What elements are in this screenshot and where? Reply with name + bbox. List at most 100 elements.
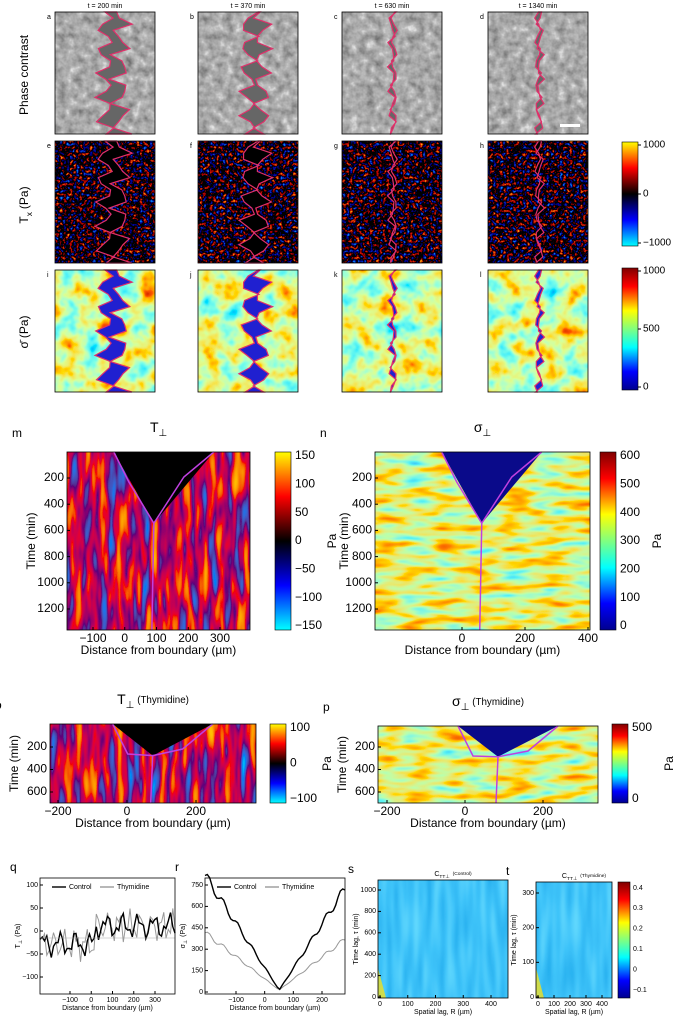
colorbar-label: 100 <box>620 590 640 604</box>
colorbar <box>621 267 639 391</box>
colorbar-label: 1000 <box>643 266 666 277</box>
y-tick-label: 0 <box>34 928 38 935</box>
panel-title-main: σ <box>452 693 461 709</box>
x-axis-label: Spatial lag, R (µm) <box>545 1009 603 1016</box>
y-axis-label-sub: ⊥ <box>183 940 189 944</box>
x-tick-label: 200 <box>533 804 553 818</box>
time-title: t = 1340 min <box>519 3 558 10</box>
panel-title-note: (Thymidine) <box>580 873 606 879</box>
x-tick-label: 200 <box>128 997 140 1004</box>
y-tick-label: 1000 <box>360 887 376 894</box>
panel-title-sub: ⊥ <box>483 428 492 439</box>
wound-region <box>113 452 214 524</box>
x-axis-label: Spatial lag, R (µm) <box>414 1009 472 1016</box>
curve <box>39 911 176 958</box>
y-tick-label: 150 <box>191 967 203 974</box>
panel-letter: m <box>12 426 22 440</box>
y-tick-label: 450 <box>191 925 203 932</box>
x-tick-label: 200 <box>515 631 535 645</box>
boundary <box>497 725 559 758</box>
wound-region <box>458 726 558 757</box>
colorbar <box>611 723 629 804</box>
y-axis-label: Time (min) <box>337 513 351 570</box>
panel-title: T⊥ (Thymidine) <box>117 691 189 711</box>
x-tick-label: 0 <box>121 631 128 645</box>
y-tick-label: 300 <box>191 946 203 953</box>
y-tick-label: 0 <box>530 994 534 1001</box>
x-tick-label: −200 <box>373 804 400 818</box>
y-tick-label: 200 <box>364 972 376 979</box>
row-label-unit: (Pa) <box>17 186 31 209</box>
panel-title-sub: ⊥ <box>126 700 135 711</box>
y-axis-label: Time (min) <box>24 513 38 570</box>
wound-region <box>112 724 213 756</box>
colorbar-label: 150 <box>295 448 315 462</box>
legend-label: Thymidine <box>117 884 149 891</box>
colorbar-label: 0 <box>295 533 302 547</box>
image-frame <box>487 269 589 393</box>
colorbar-label: 0 <box>620 618 627 632</box>
y-tick-label: 600 <box>44 523 64 537</box>
panel-letter: f <box>190 143 192 150</box>
row-label: σ̄(Pa) <box>17 315 31 348</box>
colorbar-label: 0 <box>643 189 649 200</box>
kymograph-frame <box>374 451 591 631</box>
y-axis-label: Time (min) <box>7 735 21 792</box>
x-tick-label: 100 <box>287 997 299 1004</box>
panel-title-main: C <box>434 871 439 878</box>
y-axis-label: σ⊥ (Pa) <box>180 924 189 949</box>
row-label-sub: x <box>24 211 34 216</box>
panel-letter: j <box>189 272 192 279</box>
heatmap <box>536 882 612 998</box>
curve <box>204 931 346 991</box>
panel-title-sub: ⊥ <box>159 428 168 439</box>
y-tick-label: 750 <box>191 882 203 889</box>
row-label-main: σ̄ <box>17 339 31 348</box>
panel-letter: d <box>480 14 484 21</box>
image-frame <box>197 11 299 135</box>
x-axis-label: Distance from boundary (µm) <box>230 1005 321 1012</box>
panel-letter: p <box>323 700 330 714</box>
legend-label: Thymidine <box>282 884 314 891</box>
y-tick-label: 800 <box>364 908 376 915</box>
y-axis-label-main: σ <box>180 943 187 948</box>
kymograph-frame <box>377 725 599 804</box>
x-axis-label: Distance from boundary (µm) <box>405 643 561 657</box>
x-tick-label: 100 <box>402 1001 414 1008</box>
colorbar-label: −1000 <box>643 238 672 249</box>
y-tick-label: 400 <box>44 496 64 510</box>
colorbar <box>621 141 639 247</box>
row-label: Tx (Pa) <box>17 186 34 223</box>
image-frame <box>54 140 156 264</box>
x-tick-label: 100 <box>548 1001 560 1008</box>
y-axis-label: Time (min) <box>335 736 349 793</box>
y-tick-label: 100 <box>522 959 534 966</box>
x-tick-label: −100 <box>79 631 106 645</box>
x-tick-label: 200 <box>564 1001 576 1008</box>
panel-letter: h <box>480 143 484 150</box>
panel-letter: o <box>0 698 2 712</box>
x-axis-label: Distance from boundary (µm) <box>81 643 237 657</box>
colorbar-label: 600 <box>620 448 640 462</box>
colorbar <box>274 451 292 631</box>
panel-title: CTT⊥ (Control) <box>434 871 472 880</box>
image-frame <box>487 140 589 264</box>
image-frame <box>197 140 299 264</box>
row-label: Phase contrast <box>17 34 31 115</box>
panel-title-sub: TT⊥ <box>567 876 577 882</box>
colorbar <box>617 881 631 999</box>
x-tick-label: −100 <box>228 997 244 1004</box>
y-tick-label: 200 <box>355 739 375 753</box>
y-tick-label: 400 <box>27 762 47 776</box>
time-title: t = 200 min <box>88 3 123 10</box>
x-tick-label: 200 <box>186 804 206 818</box>
x-tick-label: 200 <box>316 997 328 1004</box>
colorbar-label: −100 <box>295 590 322 604</box>
y-tick-label: 400 <box>364 951 376 958</box>
panel-title-note: (Thymidine) <box>137 695 189 706</box>
x-tick-label: 0 <box>89 997 93 1004</box>
y-tick-label: 300 <box>522 890 534 897</box>
panel-title-sub: ⊥ <box>461 702 470 713</box>
x-tick-label: 300 <box>457 1001 469 1008</box>
